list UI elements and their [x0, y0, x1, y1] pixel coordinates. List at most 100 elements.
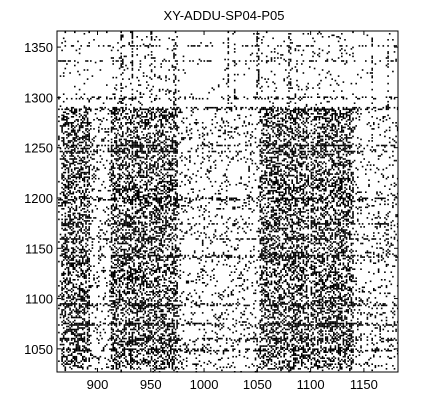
data-point: [339, 327, 341, 329]
data-point: [82, 357, 84, 359]
data-point: [174, 342, 177, 344]
data-point: [318, 301, 321, 304]
data-point: [269, 301, 271, 304]
data-point: [146, 280, 148, 283]
data-point: [67, 330, 70, 332]
data-point: [270, 282, 273, 284]
data-point: [146, 283, 148, 286]
data-point: [241, 288, 244, 290]
data-point: [75, 336, 78, 338]
data-point: [125, 321, 127, 323]
data-point: [275, 282, 278, 284]
data-point: [162, 363, 164, 365]
data-point: [288, 345, 290, 347]
data-point: [67, 280, 70, 283]
data-point: [126, 283, 129, 286]
data-point: [294, 269, 297, 272]
data-point: [339, 282, 341, 284]
data-point: [72, 333, 75, 335]
data-point: [136, 298, 138, 301]
data-point: [118, 301, 121, 304]
data-point: [168, 307, 170, 310]
data-point: [152, 291, 154, 293]
data-point: [317, 304, 319, 307]
data-point: [357, 349, 359, 352]
data-point: [118, 357, 121, 359]
data-point: [64, 303, 67, 305]
data-point: [269, 259, 271, 261]
data-point: [99, 331, 102, 334]
data-point: [320, 334, 322, 337]
data-point: [112, 333, 114, 335]
data-point: [225, 348, 228, 350]
data-point: [273, 309, 276, 311]
data-point: [130, 272, 132, 275]
data-point: [293, 346, 295, 349]
data-point: [61, 282, 63, 284]
data-point: [131, 256, 134, 258]
data-point: [163, 322, 166, 325]
data-point: [328, 318, 330, 320]
data-point: [296, 331, 298, 334]
data-point: [85, 342, 87, 344]
data-point: [254, 324, 257, 326]
data-point: [278, 295, 281, 298]
data-point: [320, 304, 322, 307]
data-point: [339, 322, 341, 325]
data-point: [82, 328, 84, 331]
data-point: [349, 307, 351, 310]
data-point: [317, 351, 319, 353]
data-point: [270, 346, 273, 349]
data-point: [246, 339, 249, 341]
data-point: [69, 280, 71, 283]
data-point: [112, 328, 114, 331]
data-point: [69, 363, 71, 365]
data-point: [146, 342, 148, 344]
data-point: [109, 269, 111, 272]
data-point: [301, 330, 303, 332]
data-point: [64, 355, 67, 358]
data-point: [382, 303, 385, 305]
data-point: [323, 322, 325, 325]
data-point: [293, 343, 295, 346]
data-point: [77, 352, 79, 355]
data-point: [281, 360, 284, 362]
data-point: [165, 279, 167, 281]
data-point: [361, 289, 364, 292]
data-point: [333, 316, 335, 319]
data-point: [139, 288, 142, 290]
data-point: [147, 349, 150, 352]
data-point: [232, 348, 234, 350]
data-point: [125, 286, 127, 289]
data-point: [117, 363, 119, 365]
data-point: [331, 268, 333, 270]
data-point: [80, 283, 82, 286]
data-point: [154, 349, 156, 352]
data-point: [77, 310, 79, 313]
data-point: [334, 285, 337, 287]
data-point: [320, 325, 322, 328]
data-point: [296, 357, 298, 359]
data-point: [61, 348, 63, 350]
data-point: [130, 297, 132, 299]
data-point: [269, 357, 271, 359]
data-point: [299, 286, 301, 289]
data-point: [173, 307, 175, 310]
data-point: [163, 358, 166, 361]
data-point: [85, 349, 87, 352]
data-point: [168, 365, 170, 367]
data-point: [336, 349, 338, 352]
data-point: [273, 272, 276, 275]
data-point: [109, 283, 111, 286]
data-point: [122, 268, 124, 270]
data-point: [154, 306, 156, 308]
data-point: [317, 307, 319, 310]
data-point: [117, 277, 119, 279]
data-point: [130, 349, 132, 352]
data-point: [149, 268, 151, 270]
data-point: [265, 271, 268, 273]
data-point: [390, 349, 393, 352]
data-point: [155, 349, 158, 352]
data-point: [291, 266, 293, 269]
data-point: [88, 358, 90, 361]
